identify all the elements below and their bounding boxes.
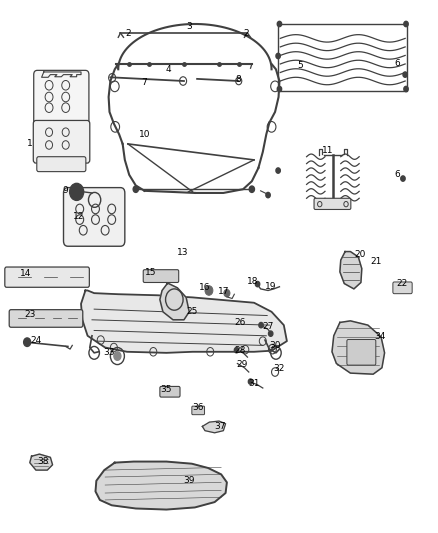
Text: 33: 33 (103, 349, 114, 357)
Text: 35: 35 (161, 385, 172, 393)
Circle shape (401, 176, 405, 181)
Text: 3: 3 (186, 22, 192, 31)
Circle shape (255, 281, 260, 287)
Text: 16: 16 (199, 284, 211, 292)
Circle shape (248, 379, 253, 384)
Circle shape (403, 72, 407, 77)
Polygon shape (81, 290, 287, 353)
Circle shape (224, 289, 230, 297)
Polygon shape (30, 454, 53, 470)
FancyBboxPatch shape (143, 270, 179, 282)
FancyBboxPatch shape (314, 198, 351, 209)
Text: 10: 10 (139, 130, 150, 139)
Circle shape (277, 21, 282, 27)
Text: 31: 31 (248, 379, 260, 388)
Text: 26: 26 (234, 318, 246, 327)
Text: 21: 21 (370, 257, 381, 265)
Text: 39: 39 (184, 477, 195, 485)
Text: 27: 27 (262, 322, 274, 330)
Circle shape (266, 192, 270, 198)
Text: 12: 12 (73, 212, 85, 221)
Text: 15: 15 (145, 269, 157, 277)
Text: 34: 34 (374, 333, 386, 341)
Polygon shape (160, 284, 189, 320)
Text: 36: 36 (192, 403, 204, 412)
FancyBboxPatch shape (33, 120, 90, 163)
Bar (278, 24, 407, 91)
Circle shape (277, 86, 282, 92)
Circle shape (234, 348, 239, 353)
Text: 22: 22 (396, 279, 408, 288)
Polygon shape (340, 252, 362, 289)
Text: 13: 13 (177, 248, 189, 257)
Circle shape (24, 338, 31, 346)
Polygon shape (332, 321, 385, 374)
Text: 9: 9 (62, 187, 68, 195)
Text: 18: 18 (247, 277, 259, 286)
Circle shape (249, 186, 254, 192)
Polygon shape (95, 462, 227, 510)
Text: 25: 25 (186, 308, 198, 316)
Text: 32: 32 (274, 365, 285, 373)
Circle shape (268, 331, 273, 336)
Text: 6: 6 (395, 171, 401, 179)
Text: 8: 8 (236, 76, 242, 84)
Text: 1: 1 (27, 140, 33, 148)
Text: 28: 28 (234, 346, 246, 355)
Text: 5: 5 (297, 61, 304, 69)
Text: 37: 37 (214, 422, 226, 431)
Circle shape (70, 183, 84, 200)
Text: 17: 17 (218, 287, 229, 295)
Text: 23: 23 (24, 310, 35, 319)
Text: 20: 20 (354, 251, 366, 259)
Text: 4: 4 (166, 65, 171, 74)
FancyBboxPatch shape (192, 406, 205, 415)
Circle shape (404, 86, 408, 92)
FancyBboxPatch shape (34, 70, 89, 127)
Text: 2: 2 (244, 29, 249, 38)
FancyBboxPatch shape (9, 310, 83, 327)
Text: 19: 19 (265, 282, 276, 291)
FancyBboxPatch shape (5, 267, 89, 287)
Text: 14: 14 (20, 270, 31, 278)
Text: 7: 7 (141, 78, 147, 87)
FancyBboxPatch shape (160, 386, 180, 397)
Text: 24: 24 (30, 336, 42, 344)
FancyBboxPatch shape (64, 188, 125, 246)
Circle shape (259, 322, 263, 328)
Text: 38: 38 (37, 457, 49, 465)
FancyBboxPatch shape (393, 282, 412, 294)
Text: 2: 2 (125, 29, 131, 38)
FancyBboxPatch shape (347, 340, 376, 365)
Circle shape (276, 53, 280, 59)
Polygon shape (202, 421, 226, 433)
FancyBboxPatch shape (37, 157, 86, 172)
Text: 29: 29 (236, 360, 247, 369)
Text: 11: 11 (322, 146, 333, 155)
Circle shape (404, 21, 408, 27)
Circle shape (133, 186, 138, 192)
Text: 6: 6 (395, 60, 401, 68)
Circle shape (205, 286, 213, 295)
Circle shape (114, 352, 121, 360)
Text: 30: 30 (269, 341, 281, 350)
Circle shape (276, 168, 280, 173)
